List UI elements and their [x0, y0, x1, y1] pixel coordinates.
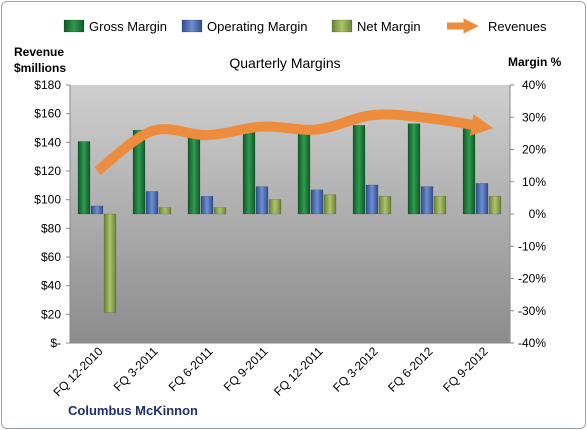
legend-label: Revenues	[488, 19, 547, 34]
gross-margin-bar	[77, 141, 91, 215]
net-margin-bar	[213, 207, 227, 215]
category-label: FQ 6-2011	[166, 344, 216, 394]
operating-margin-bar	[475, 183, 489, 215]
gross-margin-bar	[187, 131, 201, 215]
gross-margin-bar	[297, 128, 311, 215]
operating-margin-bar	[145, 191, 159, 215]
category-label: FQ 3-2011	[111, 344, 161, 394]
left-tick-label: $120	[34, 164, 61, 178]
net-margin-bar	[323, 194, 337, 215]
left-tick-label: $180	[34, 78, 61, 92]
left-axis-label-line2: $millions	[14, 61, 66, 75]
gross-margin-bar	[242, 129, 256, 215]
net-margin-bar	[158, 207, 172, 215]
right-tick-label: 20%	[522, 143, 546, 157]
left-tick-label: $20	[41, 307, 61, 321]
right-tick-label: -20%	[518, 272, 546, 286]
category-label: FQ 12-2010	[50, 344, 105, 399]
net-margin-bar	[433, 196, 447, 215]
category-label: FQ 6-2012	[385, 344, 436, 395]
category-label: FQ 9-2012	[440, 344, 491, 395]
operating-margin-bar	[255, 186, 269, 215]
bar-series	[77, 120, 502, 313]
left-tick-label: $60	[41, 250, 61, 264]
gross-margin-bar	[352, 125, 366, 215]
right-axis-ticks: 40% 30% 20% 10% 0% -10% -20% -30% -40%	[510, 78, 546, 350]
right-tick-label: 30%	[522, 110, 546, 124]
left-axis-label-line1: Revenue	[14, 45, 64, 59]
left-tick-label: $140	[34, 135, 61, 149]
net-margin-bar	[378, 196, 392, 215]
category-label: FQ 3-2012	[330, 344, 381, 395]
gross-margin-bar	[462, 120, 476, 215]
right-tick-label: 40%	[522, 78, 546, 92]
left-tick-label: $160	[34, 107, 61, 121]
operating-margin-bar	[310, 189, 324, 215]
right-tick-label: -30%	[518, 304, 546, 318]
legend-swatch	[63, 19, 85, 33]
net-margin-bar	[103, 213, 117, 313]
legend-swatch	[181, 19, 203, 33]
right-axis-label: Margin %	[508, 55, 562, 69]
gross-margin-bar	[132, 129, 146, 215]
left-tick-label: $40	[41, 279, 61, 293]
left-axis-ticks: $180 $160 $140 $120 $100 $80 $60 $40 $20 $-	[34, 78, 70, 350]
right-tick-label: -10%	[518, 239, 546, 253]
legend: Gross Margin Operating Margin Net Margin Re…	[63, 18, 547, 34]
right-tick-label: 10%	[522, 175, 546, 189]
operating-margin-bar	[90, 205, 104, 215]
gross-margin-bar	[407, 123, 421, 215]
company-name: Columbus McKinnon	[68, 403, 198, 418]
legend-label: Gross Margin	[89, 19, 167, 34]
left-tick-label: $100	[34, 193, 61, 207]
category-labels: FQ 12-2010 FQ 3-2011 FQ 6-2011 FQ 9-2011 FQ …	[50, 344, 490, 399]
category-label: FQ 9-2011	[221, 344, 271, 394]
left-tick-label: $80	[41, 221, 61, 235]
operating-margin-bar	[420, 186, 434, 215]
net-margin-bar	[488, 196, 502, 215]
legend-label: Operating Margin	[207, 19, 307, 34]
revenues-line	[94, 109, 494, 176]
operating-margin-bar	[365, 184, 379, 215]
left-tick-label: $-	[50, 336, 61, 350]
legend-label: Net Margin	[357, 19, 421, 34]
right-tick-label: -40%	[518, 336, 546, 350]
legend-swatch	[331, 19, 353, 33]
operating-margin-bar	[200, 196, 214, 215]
chart-title: Quarterly Margins	[229, 55, 340, 71]
category-label: FQ 12-2011	[271, 344, 326, 399]
revenue-series	[94, 109, 494, 176]
right-tick-label: 0%	[529, 207, 547, 221]
net-margin-bar	[268, 199, 282, 215]
